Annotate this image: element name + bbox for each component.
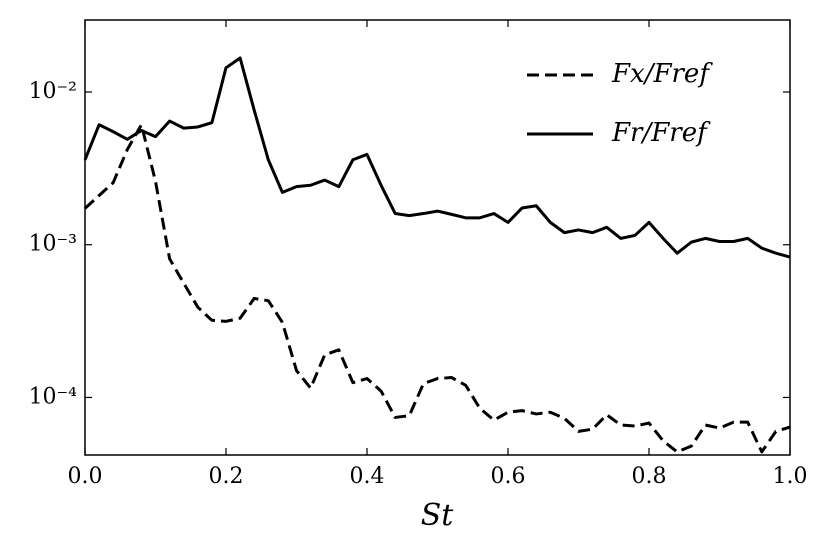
y-tick-label: 10⁻⁴ <box>29 384 78 409</box>
y-tick-label: 10⁻³ <box>29 232 77 257</box>
data-line <box>83 123 791 454</box>
x-tick-label: 1.0 <box>773 464 808 489</box>
data-line <box>83 56 791 259</box>
x-tick-label: 0.6 <box>491 464 526 489</box>
x-tick-label: 0.4 <box>350 464 385 489</box>
x-tick-label: 0.0 <box>68 464 103 489</box>
legend-label: Fx/Fref <box>611 59 713 89</box>
legend-label: Fr/Fref <box>611 118 711 148</box>
plot-frame <box>84 19 791 456</box>
x-tick-label: 0.8 <box>632 464 667 489</box>
x-axis-label: St <box>421 498 455 533</box>
x-tick-label: 0.2 <box>209 464 244 489</box>
y-tick-label: 10⁻² <box>29 79 77 104</box>
